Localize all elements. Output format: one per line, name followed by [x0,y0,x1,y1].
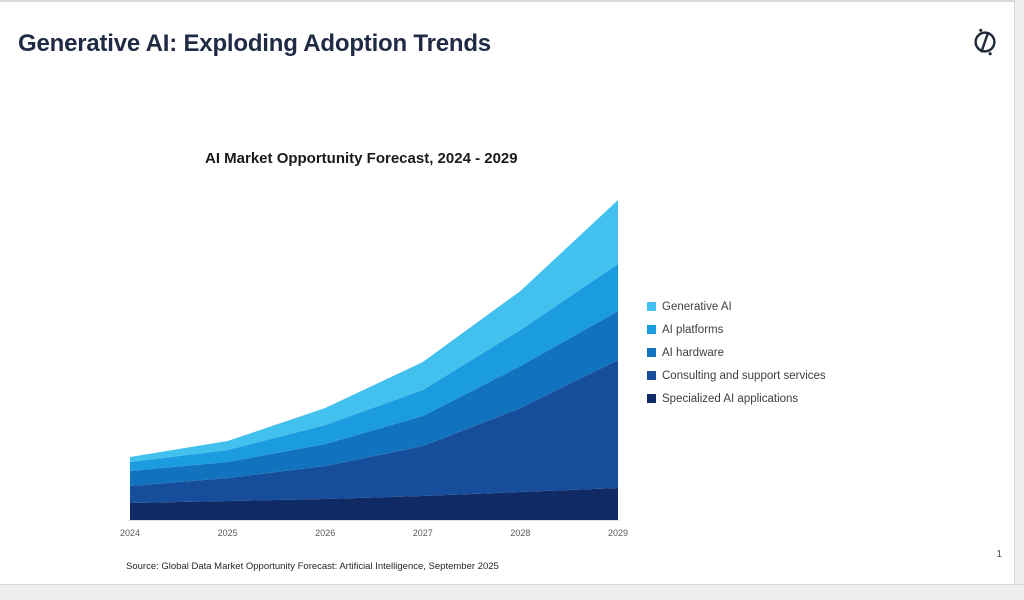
legend-label: Specialized AI applications [662,392,799,405]
x-axis-label: 2028 [510,528,531,538]
canvas-edge-right [1014,0,1024,600]
legend-item: Specialized AI applications [647,392,826,405]
legend-swatch-icon [647,371,656,380]
chart-title: AI Market Opportunity Forecast, 2024 - 2… [205,150,518,167]
x-axis-label: 2027 [412,528,433,538]
x-axis-label: 2029 [607,528,629,538]
legend-label: Consulting and support services [662,369,826,382]
legend-label: AI hardware [662,346,725,359]
source-note: Source: Global Data Market Opportunity F… [126,561,499,572]
legend-swatch-icon [647,325,656,334]
legend-item: AI platforms [647,323,826,336]
x-axis-line [128,520,620,521]
area-consulting-and-support-services [130,360,618,503]
area-ai-platforms [130,264,618,471]
legend-swatch-icon [647,394,656,403]
legend-swatch-icon [647,302,656,311]
legend-label: AI platforms [662,323,724,336]
slide-title: Generative AI: Exploding Adoption Trends [18,30,491,57]
legend-label: Generative AI [662,300,732,313]
legend-swatch-icon [647,348,656,357]
canvas-edge-top [0,0,1024,2]
canvas-edge-bottom [0,584,1024,600]
area-specialized-ai-applications [130,488,618,520]
x-axis-label: 2026 [315,528,336,538]
x-axis-label: 2024 [119,528,141,538]
legend-item: Generative AI [647,300,826,313]
legend-item: Consulting and support services [647,369,826,382]
chart-legend: Generative AI AI platforms AI hardware Cons… [647,300,826,405]
page-number: 1 [996,549,1002,560]
area-ai-hardware [130,311,618,486]
stacked-area-chart [130,200,618,520]
x-axis-label: 2025 [217,528,238,538]
globaldata-logo-icon [970,26,1000,58]
legend-item: AI hardware [647,346,826,359]
